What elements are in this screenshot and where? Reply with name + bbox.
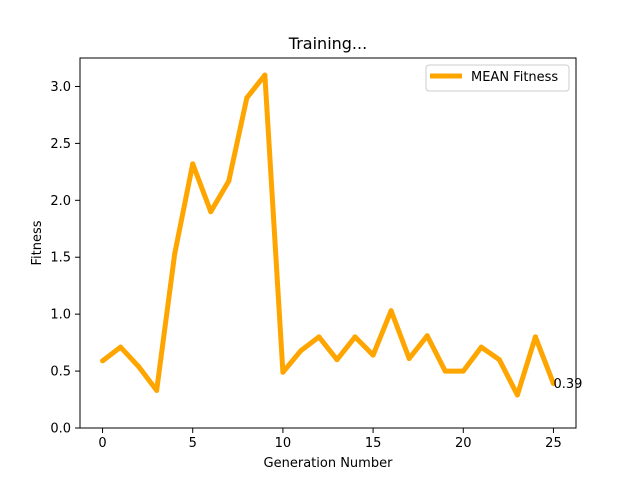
data-point: [352, 334, 358, 340]
data-point: [388, 308, 394, 314]
x-tick-label: 10: [275, 436, 292, 451]
data-point: [280, 369, 286, 375]
y-tick-label: 3.0: [50, 80, 71, 95]
y-tick-label: 1.5: [50, 251, 71, 266]
data-points: [100, 72, 556, 398]
annotations: 0.39: [553, 377, 582, 392]
y-tick-label: 2.0: [50, 194, 71, 209]
data-point: [550, 381, 556, 387]
data-point: [514, 392, 520, 398]
data-point: [100, 358, 106, 364]
legend-entry-mean-fitness: MEAN Fitness: [471, 70, 558, 85]
x-axis: 0 5 10 15 20 25: [98, 428, 562, 451]
data-point: [262, 72, 268, 78]
data-point: [190, 161, 196, 167]
data-point: [118, 344, 124, 350]
x-tick-label: 5: [189, 436, 197, 451]
legend-box: [425, 64, 570, 92]
x-axis-label: Generation Number: [264, 456, 394, 471]
y-tick-label: 0.0: [50, 422, 71, 437]
data-point: [478, 344, 484, 350]
annotation-label: 0.39: [553, 377, 582, 392]
data-point: [370, 352, 376, 358]
x-tick-label: 25: [545, 436, 562, 451]
y-tick-label: 0.5: [50, 365, 71, 380]
y-tick-label: 1.0: [50, 308, 71, 323]
data-point: [298, 348, 304, 354]
data-point: [334, 357, 340, 363]
data-point: [460, 368, 466, 374]
data-point: [226, 178, 232, 184]
x-tick-label: 0: [98, 436, 106, 451]
data-point: [406, 356, 412, 362]
x-tick-label: 20: [455, 436, 472, 451]
data-point: [244, 95, 250, 101]
y-tick-label: 2.5: [50, 137, 71, 152]
series-line-mean-fitness: [101, 72, 556, 398]
data-point: [208, 209, 214, 215]
data-point: [172, 251, 178, 257]
chart-title: Training...: [288, 34, 367, 53]
data-point: [532, 334, 538, 340]
y-axis: 0.0 0.5 1.0 1.5 2.0 2.5 3.0: [50, 80, 80, 437]
data-point: [316, 334, 322, 340]
data-point: [442, 368, 448, 374]
x-tick-label: 15: [365, 436, 382, 451]
data-point: [424, 333, 430, 339]
data-point: [154, 387, 160, 393]
plot-area: [79, 57, 577, 429]
data-point: [496, 357, 502, 363]
y-axis-label: Fitness: [30, 220, 45, 265]
legend: MEAN Fitness: [425, 64, 570, 92]
data-point: [136, 364, 142, 370]
